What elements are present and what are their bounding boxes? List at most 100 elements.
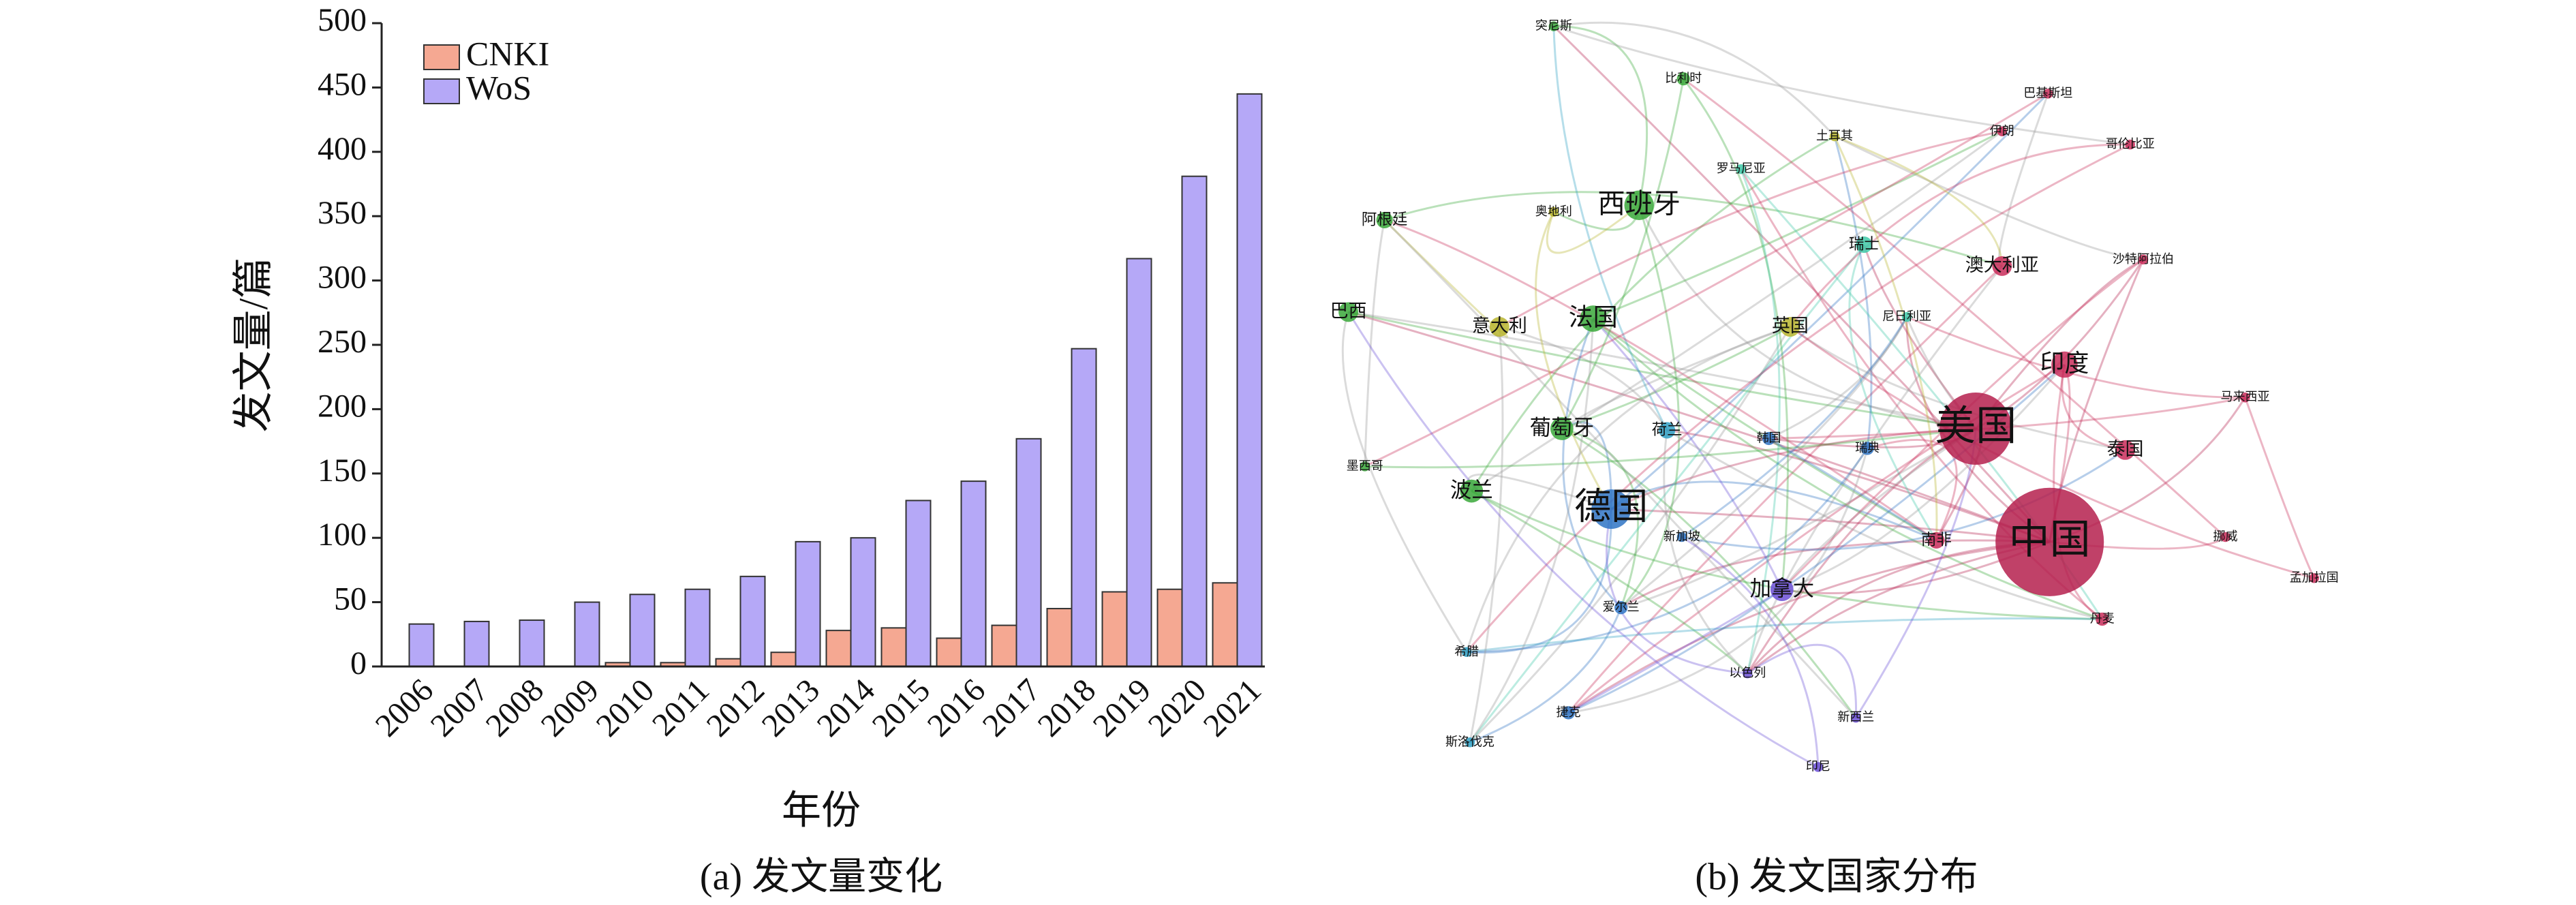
legend-swatch xyxy=(423,78,460,104)
network-node xyxy=(1939,392,2012,465)
network-edge xyxy=(1834,135,2004,266)
network-node xyxy=(1338,302,1359,322)
network-edge xyxy=(1975,258,2144,429)
network-node xyxy=(1460,479,1484,503)
y-tick-label: 350 xyxy=(318,195,367,231)
node-label: 挪威 xyxy=(2213,530,2238,544)
x-tick-label: 2018 xyxy=(1031,672,1103,743)
network-node xyxy=(1762,431,1776,446)
network-edge xyxy=(1568,448,1869,714)
network-node xyxy=(2240,392,2250,403)
network-edge xyxy=(1561,427,1857,719)
y-tick-label: 450 xyxy=(318,66,367,102)
node-label: 墨西哥 xyxy=(1347,459,1383,473)
network-node xyxy=(1851,712,1861,723)
node-label: 印度 xyxy=(2040,350,2089,378)
node-label: 印尼 xyxy=(1806,759,1830,773)
network-node xyxy=(1624,190,1654,220)
network-node xyxy=(2051,351,2078,378)
bar xyxy=(715,658,741,667)
bar xyxy=(684,588,711,667)
network-edge xyxy=(1383,219,1857,719)
network-node xyxy=(1591,489,1631,530)
network-edge xyxy=(1364,219,1386,467)
x-tick-label: 2014 xyxy=(810,672,882,743)
network-edge xyxy=(1610,480,1937,542)
bar xyxy=(960,480,987,667)
y-tick-label: 400 xyxy=(318,131,367,167)
network-edge xyxy=(1467,509,1612,654)
network-node xyxy=(2096,612,2109,626)
x-tick-label: 2015 xyxy=(865,672,937,743)
network-edge xyxy=(1553,25,1648,206)
node-label: 阿根廷 xyxy=(1362,211,1408,228)
network-node xyxy=(2309,573,2319,583)
network-edge xyxy=(1768,438,1937,542)
node-label: 奥地利 xyxy=(1535,204,1572,219)
bar xyxy=(1071,348,1097,667)
bar xyxy=(936,637,962,667)
network-node xyxy=(1995,487,2104,596)
network-edge xyxy=(1638,204,1976,430)
network-edge xyxy=(1364,427,1976,469)
x-tick-label: 2007 xyxy=(424,672,495,743)
network-node xyxy=(1997,126,2008,137)
network-edge xyxy=(1383,219,1508,338)
bar xyxy=(850,537,876,668)
network-edge xyxy=(1561,78,1685,429)
network-edge xyxy=(1465,326,1791,653)
node-label: 泰国 xyxy=(2107,439,2144,460)
x-tick-label: 2008 xyxy=(479,672,551,743)
network-edge xyxy=(1610,427,1976,510)
y-tick-label: 100 xyxy=(318,517,367,553)
x-tick-label: 2012 xyxy=(700,672,771,743)
network-edge xyxy=(1834,135,2144,261)
network-edge xyxy=(1833,136,1873,449)
network-edge xyxy=(1781,258,2144,591)
bar xyxy=(739,575,766,668)
y-tick-label: 250 xyxy=(318,324,367,360)
network-edge xyxy=(1465,143,2131,653)
network-edge xyxy=(1561,421,1612,510)
network-node xyxy=(1856,236,1873,254)
node-label: 葡萄牙 xyxy=(1530,416,1595,440)
network-node xyxy=(1860,442,1874,455)
x-tick-label: 2006 xyxy=(369,672,440,743)
network-edge xyxy=(1781,427,1977,591)
network-node xyxy=(1928,532,1945,549)
y-axis-label: 发文量/篇 xyxy=(231,258,276,433)
bar xyxy=(1212,582,1238,668)
network-node xyxy=(1659,422,1676,439)
legend-swatch xyxy=(423,44,460,70)
network-edge xyxy=(1384,219,1937,542)
bar xyxy=(1101,591,1128,667)
node-label: 哥伦比亚 xyxy=(2106,137,2155,151)
x-tick-label: 2020 xyxy=(1141,672,1213,743)
x-tick-label: 2011 xyxy=(645,672,716,743)
network-node xyxy=(1992,256,2012,276)
node-label: 丹麦 xyxy=(2090,612,2115,626)
network-node xyxy=(1676,72,1690,86)
node-label: 韩国 xyxy=(1757,431,1781,445)
network-edge xyxy=(1790,326,2126,451)
network-node xyxy=(1489,317,1509,337)
node-label: 瑞典 xyxy=(1855,441,1880,455)
node-label: 新加坡 xyxy=(1663,530,1700,544)
bar xyxy=(991,624,1017,667)
network-edge xyxy=(1681,316,1908,538)
network-node xyxy=(1360,461,1370,472)
network-edge xyxy=(2061,364,2126,451)
x-tick-label: 2009 xyxy=(534,672,606,743)
network-edge xyxy=(1469,318,1595,743)
bar xyxy=(880,627,907,667)
x-tick-label: 2017 xyxy=(976,672,1047,743)
x-axis-label: 年份 xyxy=(782,788,861,832)
network-node xyxy=(2043,89,2053,99)
node-label: 瑞士 xyxy=(1849,236,1880,254)
y-tick-label: 50 xyxy=(334,581,367,617)
bar xyxy=(574,601,600,667)
y-tick-label: 500 xyxy=(318,2,367,38)
bar xyxy=(463,620,490,667)
node-label: 德国 xyxy=(1574,485,1648,528)
